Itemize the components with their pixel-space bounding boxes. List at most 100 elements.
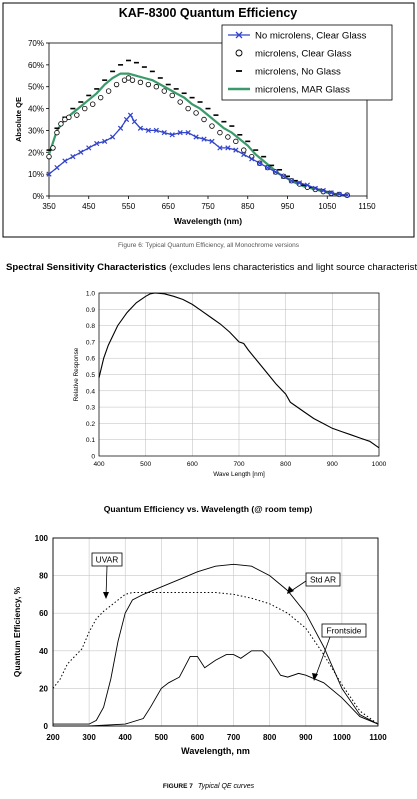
series-no-microlens-point [153, 127, 159, 134]
series-microlens-clear-point [58, 121, 64, 127]
spectral-heading-rest: (excludes lens characteristics and light… [166, 262, 417, 273]
chart2-response-line [98, 292, 380, 449]
series-no-microlens-point [169, 132, 175, 138]
series-microlens-clear-point [46, 153, 52, 160]
chart1-plot: KAF-8300 Quantum Efficiency 0% 10% 20% 30% 40… [2, 2, 415, 238]
chart3-xtick-label: 200 [46, 733, 60, 742]
series-mar-glass-line [47, 72, 344, 197]
chart3-ytick-label: 60 [39, 609, 48, 618]
legend-entry: microlens, Clear Glass [255, 49, 352, 60]
series-no-microlens-point [272, 169, 279, 175]
series-no-microlens-point [304, 182, 310, 188]
chart3-xtick-label: 900 [299, 733, 313, 742]
qe-vs-wavelength-chart: Quantum Efficiency vs. Wavelength (@ roo… [12, 504, 387, 756]
series-no-microlens-point [217, 145, 223, 151]
annotation-uvar-label: UVAR [96, 555, 119, 565]
series-no-microlens-point [131, 119, 138, 125]
qe-chart-kaf8300: KAF-8300 Quantum Efficiency 0% 10% 20% 30% 40… [2, 2, 415, 238]
chart3-title: Quantum Efficiency vs. Wavelength (@ roo… [104, 504, 313, 514]
series-no-microlens-point [78, 149, 84, 155]
chart1-xtick-label: 450 [82, 202, 96, 211]
series-microlens-clear-point [66, 114, 72, 121]
series-no-microlens-point [86, 145, 92, 151]
series-no-microlens-point [296, 180, 303, 186]
chart2-plot: 0 0.1 0.2 0.3 0.4 0.5 0.6 0.7 0.8 0.9 1.0 400 500 600… [73, 291, 387, 479]
series-no-microlens-point [328, 190, 334, 196]
chart1-xtick-label: 1150 [358, 202, 376, 211]
series-microlens-clear-point [177, 99, 183, 105]
chart2-ytick-label: 0.1 [86, 437, 95, 444]
series-no-microlens-point [193, 134, 199, 140]
series-microlens-clear-point [225, 134, 231, 140]
chart2-xlabel: Wave Length [nm] [213, 471, 265, 478]
series-no-microlens-point [233, 147, 239, 153]
chart3-xlabel: Wavelength, nm [181, 746, 250, 756]
chart2-xtick-label: 500 [140, 461, 151, 468]
series-microlens-clear-point [74, 112, 80, 118]
chart2-ytick-label: 0.7 [86, 339, 95, 346]
relative-response-chart: 0 0.1 0.2 0.3 0.4 0.5 0.6 0.7 0.8 0.9 1.0 400 500 600… [73, 291, 387, 479]
chart2-xtick-label: 800 [280, 461, 291, 468]
chart1-xtick-label: 850 [241, 202, 255, 211]
annotation-frontside-label: Frontside [327, 626, 362, 636]
series-no-microlens-point [70, 154, 76, 160]
series-no-microlens-point [117, 125, 124, 131]
series-no-microlens-point [201, 136, 207, 142]
annotation-std-ar-arrowhead [287, 586, 294, 594]
chart2-plot-area [98, 292, 380, 457]
series-no-microlens-point [46, 171, 52, 177]
chart3-ytick-label: 80 [39, 572, 48, 581]
spectral-sensitivity-heading: Spectral Sensitivity Characteristics (ex… [6, 262, 417, 273]
series-no-microlens-point [102, 138, 108, 144]
chart2-xtick-label: 600 [187, 461, 198, 468]
annotation-frontside-arrowhead [312, 673, 318, 681]
series-no-microlens-point [249, 156, 255, 162]
series-no-microlens-point [185, 129, 191, 136]
series-microlens-clear-point [241, 147, 247, 153]
series-no-microlens-point [241, 151, 247, 158]
chart2-xtick-label: 700 [233, 461, 244, 468]
chart1-ylabel: Absolute QE [14, 97, 23, 142]
annotation-std-ar-box [305, 572, 341, 587]
chart3-ytick-label: 40 [39, 647, 48, 656]
series-no-microlens-point [62, 158, 68, 164]
chart1-xtick-label: 650 [162, 202, 176, 211]
series-microlens-clear-point [129, 77, 136, 83]
chart2-ylabel: Relative Response [73, 347, 80, 401]
series-no-microlens-point [225, 145, 231, 151]
series-microlens-clear-point [169, 92, 175, 99]
chart2-xtick-label: 400 [93, 461, 104, 468]
chart1-ytick-label: 30% [28, 126, 44, 135]
chart1-ytick-label: 10% [28, 170, 44, 179]
chart3-plot-area [52, 537, 379, 727]
series-no-microlens-point [336, 191, 342, 197]
chart2-xtick-label: 900 [327, 461, 338, 468]
legend-microlens-clear-marker [235, 49, 243, 57]
series-no-microlens-point [312, 185, 318, 191]
figure7-label: FIGURE 7 [162, 783, 193, 790]
chart1-ytick-label: 70% [28, 39, 44, 48]
chart1-ytick-label: 0% [32, 192, 44, 201]
series-microlens-clear-point [185, 105, 191, 112]
chart1-ytick-label: 50% [28, 83, 44, 92]
chart1-legend [221, 24, 393, 101]
annotation-frontside-box [321, 623, 367, 638]
chart1-xlabel: Wavelength (nm) [174, 216, 242, 226]
chart2-ytick-label: 0.4 [86, 388, 95, 395]
series-no-microlens-point [288, 178, 295, 184]
series-microlens-clear-point [137, 79, 144, 86]
series-microlens-clear-point [82, 105, 88, 112]
chart1-xtick-label: 1050 [318, 202, 336, 211]
spectral-heading-bold: Spectral Sensitivity Characteristics [6, 262, 167, 273]
chart1-ytick-label: 40% [28, 105, 44, 114]
series-microlens-clear-point [97, 94, 104, 101]
figure7-caption: FIGURE 7 Typical QE curves [0, 783, 417, 790]
figure7-text: Typical QE curves [197, 783, 255, 790]
series-microlens-clear-point [217, 129, 223, 136]
chart3-xtick-label: 600 [191, 733, 205, 742]
chart3-xtick-label: 800 [263, 733, 277, 742]
annotation-uvar-arrow [105, 565, 108, 598]
chart3-xtick-label: 400 [119, 733, 133, 742]
series-no-microlens-point [209, 138, 215, 144]
chart2-ytick-label: 0.9 [86, 307, 95, 314]
